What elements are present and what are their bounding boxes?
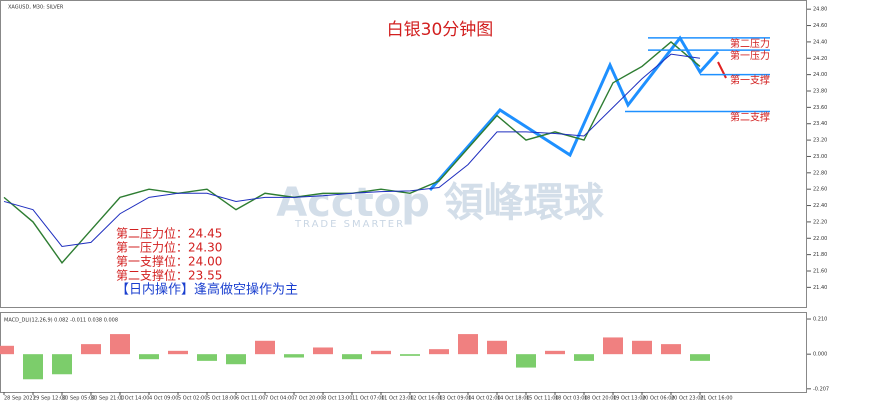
macd-bar xyxy=(400,354,420,356)
x-tick-label: 8 Oct 13:00 xyxy=(323,396,352,402)
x-tick-label: 4 Oct 09:00 xyxy=(149,396,178,402)
macd-bar xyxy=(545,350,565,355)
macd-bar xyxy=(429,349,449,355)
x-tick-label: 7 Oct 20:00 xyxy=(294,396,323,402)
macd-bar xyxy=(197,354,217,361)
y-tick-label: 24.40 xyxy=(813,39,827,45)
y-tick-label: 23.80 xyxy=(813,89,827,95)
x-tick-label: 5 Oct 18:00 xyxy=(207,396,236,402)
macd-title: MACD_DLI(12,26,9) 0.082 -0.011 0.038 0.0… xyxy=(4,318,118,324)
macd-bar xyxy=(632,340,652,355)
price-frame xyxy=(0,0,807,308)
x-tick-label: 21 Oct 16:00 xyxy=(700,396,733,402)
x-tick-label: 20 Oct 23:00 xyxy=(671,396,704,402)
macd-bar xyxy=(284,354,304,358)
x-tick-label: 15 Oct 11:00 xyxy=(526,396,559,402)
macd-bar xyxy=(226,354,246,365)
macd-bar xyxy=(371,350,391,355)
x-tick-label: 29 Sep 12:00 xyxy=(33,396,66,402)
x-tick-label: 14 Oct 02:00 xyxy=(468,396,501,402)
y-tick-label: 23.60 xyxy=(813,105,827,111)
level-label: 第一支撑 xyxy=(730,74,770,87)
x-tick-label: 28 Sep 2021 xyxy=(4,396,36,402)
level-text: 第二支撑位：23.55 xyxy=(116,268,222,283)
x-tick-label: 18 Oct 03:00 xyxy=(555,396,588,402)
x-tick-label: 20 Oct 06:00 xyxy=(642,396,675,402)
x-tick-label: 7 Oct 04:00 xyxy=(265,396,294,402)
y-tick-label: 22.00 xyxy=(813,236,827,242)
y-tick-label: 21.80 xyxy=(813,252,827,258)
y-tick-label: 21.40 xyxy=(813,285,827,291)
level-label: 第二支撑 xyxy=(730,110,770,123)
macd-bar xyxy=(342,354,362,360)
macd-bar xyxy=(168,350,188,355)
macd-bar xyxy=(574,354,594,361)
y-tick-label: 0.000 xyxy=(813,352,827,358)
x-tick-label: 5 Oct 02:00 xyxy=(178,396,207,402)
watermark: Acctop 領峰環球 xyxy=(276,180,605,226)
x-tick-label: 30 Sep 05:00 xyxy=(62,396,95,402)
x-tick-label: 30 Sep 21:00 xyxy=(91,396,124,402)
y-tick-label: 24.00 xyxy=(813,72,827,78)
y-tick-label: 0.210 xyxy=(813,317,827,323)
trend-drawing xyxy=(428,35,720,191)
x-tick-label: 1 Oct 14:00 xyxy=(120,396,149,402)
watermark-sub: TRADE SMARTER xyxy=(294,219,405,230)
macd-bar xyxy=(603,337,623,355)
symbol-header: XAGUSD, M30: SILVER xyxy=(8,5,64,11)
x-tick-label: 11 Oct 07:00 xyxy=(352,396,385,402)
zigzag xyxy=(428,35,720,191)
macd-bar xyxy=(255,340,275,355)
x-tick-label: 11 Oct 23:00 xyxy=(381,396,414,402)
y-tick-label: 24.80 xyxy=(813,7,827,13)
y-tick-label: -0.207 xyxy=(813,386,829,392)
y-tick-label: 22.60 xyxy=(813,187,827,193)
y-tick-label: 22.20 xyxy=(813,219,827,225)
level-text: 第二压力位：24.45 xyxy=(116,226,222,241)
macd-bar xyxy=(81,344,101,355)
macd-bar xyxy=(52,354,72,375)
macd-bar xyxy=(690,354,710,361)
level-text: 第一支撑位：24.00 xyxy=(116,254,222,269)
macd-bar xyxy=(661,344,681,355)
x-tick-label: 18 Oct 20:00 xyxy=(584,396,617,402)
x-tick-label: 6 Oct 11:00 xyxy=(236,396,265,402)
chart-title: 白银30分钟图 xyxy=(387,20,494,40)
macd-bar xyxy=(516,354,536,368)
strategy-text: 【日内操作】逢高做空操作为主 xyxy=(116,282,298,298)
y-tick-label: 23.00 xyxy=(813,154,827,160)
level-text: 第一压力位：24.30 xyxy=(116,240,222,255)
level-label: 第二压力 xyxy=(730,37,770,50)
arrow xyxy=(717,61,727,79)
x-tick-label: 19 Oct 13:00 xyxy=(613,396,646,402)
x-tick-label: 12 Oct 16:00 xyxy=(410,396,443,402)
price-line xyxy=(3,53,701,247)
macd-bar xyxy=(487,340,507,355)
macd-bar xyxy=(458,334,478,355)
macd-bar xyxy=(0,345,14,355)
y-tick-label: 24.20 xyxy=(813,56,827,62)
y-tick-label: 24.60 xyxy=(813,23,827,29)
x-tick-label: 14 Oct 18:00 xyxy=(497,396,530,402)
y-tick-label: 22.40 xyxy=(813,203,827,209)
macd-bar xyxy=(313,347,333,355)
y-tick-label: 23.20 xyxy=(813,138,827,144)
x-tick-label: 13 Oct 09:00 xyxy=(439,396,472,402)
y-tick-label: 22.80 xyxy=(813,170,827,176)
macd-bar xyxy=(139,354,159,360)
macd-bar xyxy=(110,334,130,355)
level-label: 第一压力 xyxy=(730,49,770,62)
macd-bar xyxy=(23,354,43,380)
y-tick-label: 23.40 xyxy=(813,121,827,127)
y-tick-label: 21.60 xyxy=(813,269,827,275)
